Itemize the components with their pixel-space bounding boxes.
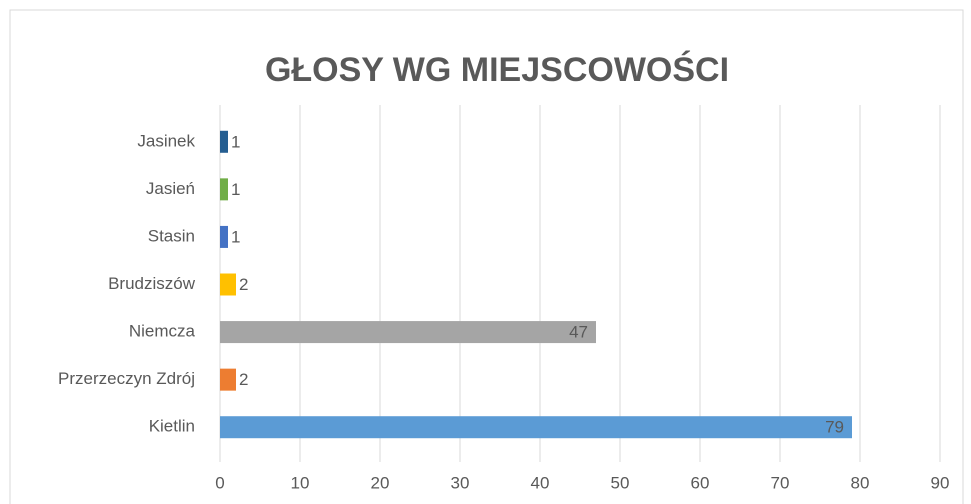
data-label: 2 [239,275,248,294]
chart-title: GŁOSY WG MIEJSCOWOŚCI [265,51,729,89]
bar [220,273,236,296]
y-tick-label: Kietlin [149,417,195,436]
y-tick-label: Stasin [148,226,195,245]
bar [220,130,228,153]
y-tick-label: Jasień [146,179,195,198]
x-tick-label: 60 [691,473,710,492]
x-tick-label: 80 [851,473,870,492]
bar [220,416,852,439]
bar [220,178,228,201]
x-tick-label: 20 [371,473,390,492]
x-tick-label: 70 [771,473,790,492]
x-tick-label: 0 [215,473,224,492]
x-tick-label: 10 [291,473,310,492]
data-label: 47 [569,323,588,342]
bar [220,368,236,391]
x-tick-label: 50 [611,473,630,492]
data-label: 79 [825,418,844,437]
y-tick-label: Niemcza [129,322,196,341]
y-tick-label: Przerzeczyn Zdrój [58,369,195,388]
y-tick-label: Jasinek [137,131,195,150]
data-label: 2 [239,370,248,389]
data-label: 1 [231,227,240,246]
bar [220,321,596,344]
bar [220,225,228,248]
x-tick-label: 40 [531,473,550,492]
y-tick-label: Brudziszów [108,274,196,293]
data-label: 1 [231,132,240,151]
x-tick-label: 30 [451,473,470,492]
data-label: 1 [231,180,240,199]
x-tick-label: 90 [931,473,950,492]
